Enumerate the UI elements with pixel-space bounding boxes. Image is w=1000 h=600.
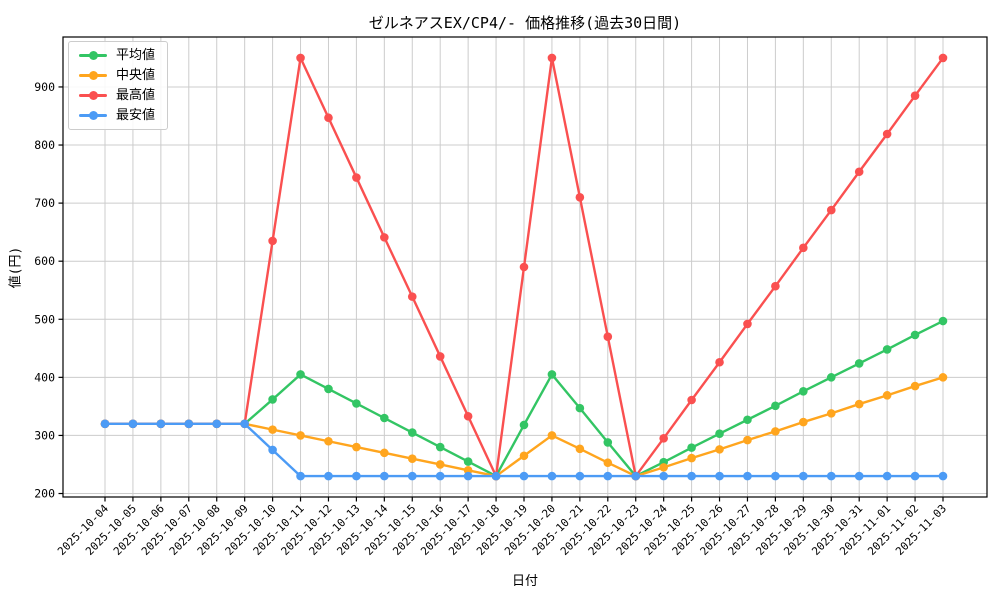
plot-border: [62, 36, 988, 498]
legend-label-median: 中央値: [116, 68, 156, 83]
y-tick-labels: 200 300 400 500 600 700 800 900: [34, 80, 55, 501]
x-tick-labels: 2025-10-042025-10-052025-10-062025-10-07…: [55, 502, 949, 558]
y-tick-label: 900: [34, 80, 55, 94]
legend-label-min: 最安値: [116, 108, 156, 123]
legend-item-max: 最高値: [79, 89, 155, 102]
median-line-swatch: [79, 71, 107, 80]
legend-item-average: 平均値: [79, 49, 155, 62]
y-tick-label: 700: [34, 196, 55, 210]
x-axis-label: 日付: [511, 574, 538, 589]
legend-item-median: 中央値: [79, 69, 155, 82]
max-line-swatch: [79, 91, 107, 100]
y-axis-label: 値(円): [8, 246, 24, 289]
y-tick-label: 500: [34, 312, 55, 326]
y-tick-label: 400: [34, 370, 55, 384]
legend-label-max: 最高値: [116, 88, 156, 103]
y-tick-label: 600: [34, 254, 55, 268]
legend-item-min: 最安値: [79, 109, 155, 122]
series-最安値: [100, 419, 948, 481]
y-tick-label: 300: [34, 428, 55, 442]
tick-marks: [58, 86, 944, 502]
min-line-swatch: [79, 111, 107, 120]
y-tick-label: 800: [34, 138, 55, 152]
y-tick-label: 200: [34, 487, 55, 501]
legend-label-average: 平均値: [116, 48, 156, 63]
legend: 平均値 中央値 最高値 最安値: [68, 41, 169, 130]
average-line-swatch: [79, 51, 107, 60]
chart-title: ゼルネアスEX/CP4/- 価格推移(過去30日間): [368, 14, 682, 32]
